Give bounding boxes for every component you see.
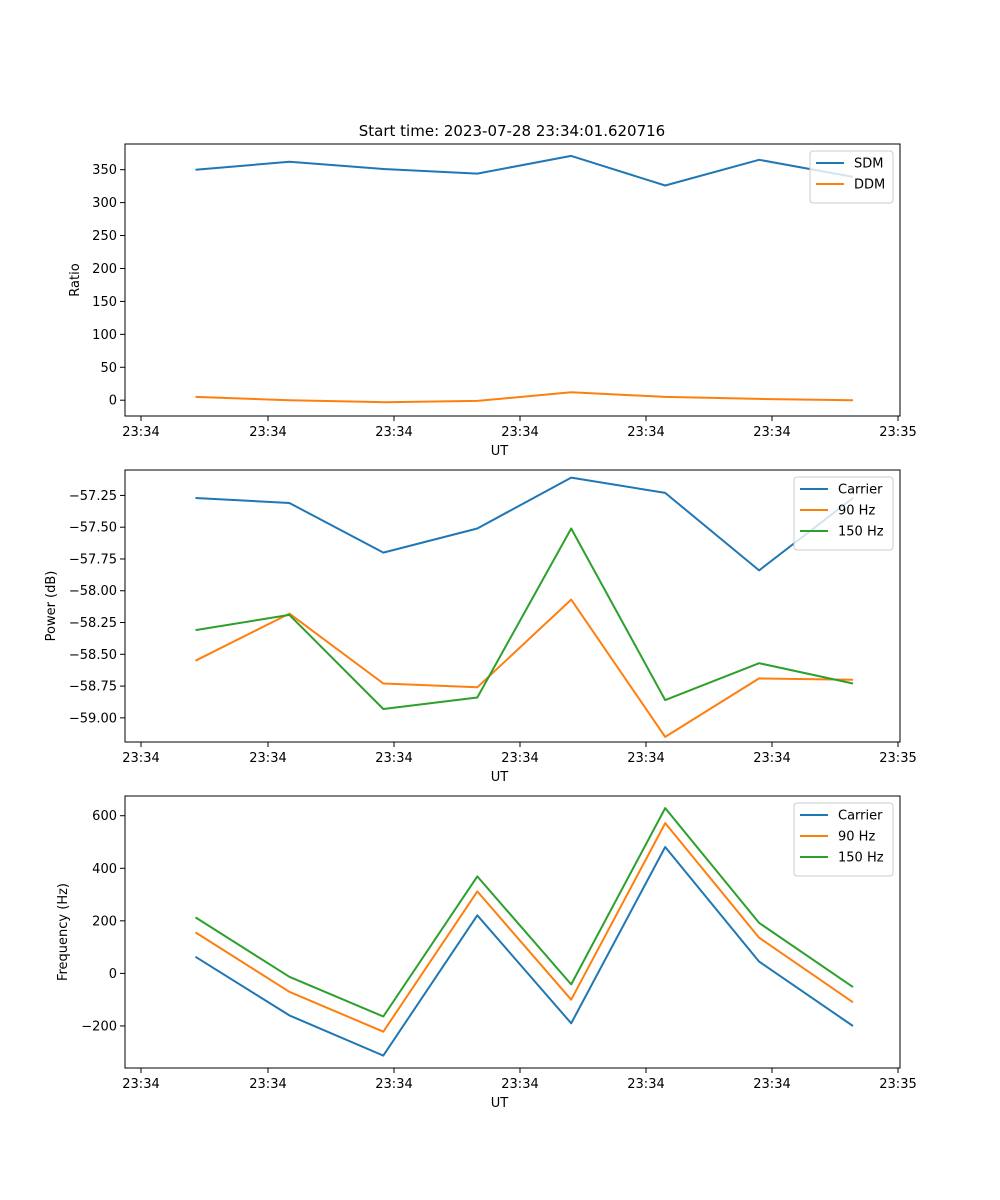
y-axis-label: Ratio [68, 263, 83, 296]
legend-label: 90 Hz [838, 830, 875, 845]
x-tick-label: 23:34 [627, 425, 664, 440]
y-tick-label: 150 [92, 295, 117, 310]
x-tick-label: 23:34 [249, 425, 286, 440]
x-tick-label: 23:34 [753, 1077, 790, 1092]
x-tick-label: 23:34 [249, 751, 286, 766]
x-tick-label: 23:35 [879, 1077, 916, 1092]
x-axis-label: UT [491, 770, 509, 785]
y-tick-label: −200 [81, 1019, 117, 1034]
y-tick-label: −57.75 [69, 552, 117, 567]
y-tick-label: −58.25 [69, 616, 117, 631]
series-line-90-hz [194, 822, 854, 1033]
x-axis-label: UT [491, 444, 509, 459]
y-tick-label: 600 [92, 809, 117, 824]
axes-frame [124, 143, 901, 417]
x-tick-label: 23:35 [879, 425, 916, 440]
legend: Carrier 90 Hz 150 Hz [793, 476, 894, 551]
legend-label: SDM [854, 157, 883, 172]
x-tick-label: 23:35 [879, 751, 916, 766]
y-tick-label: −57.25 [69, 489, 117, 504]
y-tick-label: 200 [92, 914, 117, 929]
y-tick-label: 250 [92, 229, 117, 244]
x-tick-label: 23:34 [375, 1077, 412, 1092]
y-tick-label: −58.75 [69, 680, 117, 695]
y-tick-label: 0 [109, 394, 117, 409]
x-tick-label: 23:34 [501, 751, 538, 766]
legend-label: Carrier [838, 483, 883, 498]
x-tick-label: 23:34 [375, 425, 412, 440]
x-tick-label: 23:34 [753, 425, 790, 440]
series-line-ddm [195, 391, 854, 404]
y-tick-label: 50 [100, 361, 117, 376]
axes-panel-1: 23:34 23:34 23:34 23:34 23:34 23:34 23:35 0 50 10… [68, 143, 917, 459]
x-tick-label: 23:34 [122, 425, 159, 440]
legend: Carrier 90 Hz 150 Hz [793, 802, 894, 877]
y-tick-label: 300 [92, 196, 117, 211]
x-tick-label: 23:34 [753, 751, 790, 766]
legend-label: 90 Hz [838, 504, 875, 519]
y-tick-label: 400 [92, 862, 117, 877]
axes-panel-2: 23:34 23:34 23:34 23:34 23:34 23:34 23:35 −59.0… [44, 469, 917, 785]
series-line-carrier [194, 846, 854, 1057]
y-tick-label: −58.00 [69, 584, 117, 599]
x-tick-label: 23:34 [627, 751, 664, 766]
x-tick-label: 23:34 [122, 1077, 159, 1092]
axes-frame [124, 469, 901, 743]
y-tick-label: −57.50 [69, 521, 117, 536]
legend: SDM DDM [809, 150, 894, 204]
legend-label: 150 Hz [838, 525, 884, 540]
y-axis-label: Frequency (Hz) [56, 883, 71, 981]
legend-label: 150 Hz [838, 851, 884, 866]
axes-frame [124, 795, 901, 1069]
x-tick-label: 23:34 [501, 1077, 538, 1092]
x-tick-label: 23:34 [249, 1077, 286, 1092]
y-tick-label: −58.50 [69, 648, 117, 663]
x-tick-label: 23:34 [501, 425, 538, 440]
x-axis-label: UT [491, 1096, 509, 1111]
x-tick-label: 23:34 [375, 751, 412, 766]
x-tick-label: 23:34 [122, 751, 159, 766]
series-line-150-hz [195, 527, 854, 710]
legend-label: DDM [854, 178, 885, 193]
y-tick-label: −59.00 [69, 711, 117, 726]
series-line-90-hz [195, 598, 854, 738]
x-tick-label: 23:34 [627, 1077, 664, 1092]
series-line-sdm [195, 154, 854, 187]
series-line-150-hz [194, 807, 854, 1018]
figure-title: Start time: 2023-07-28 23:34:01.620716 [359, 122, 665, 140]
series-line-carrier [195, 476, 854, 572]
y-tick-label: 350 [92, 163, 117, 178]
y-tick-label: 0 [109, 967, 117, 982]
axes-panel-3: 23:34 23:34 23:34 23:34 23:34 23:34 23:35 −200 0… [56, 795, 917, 1111]
legend-label: Carrier [838, 809, 883, 824]
y-tick-label: 100 [92, 328, 117, 343]
y-tick-label: 200 [92, 262, 117, 277]
y-axis-label: Power (dB) [44, 571, 59, 642]
